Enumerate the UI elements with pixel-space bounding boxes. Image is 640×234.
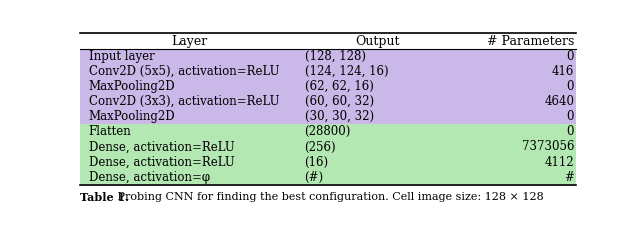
Text: Probing CNN for finding the best configuration. Cell image size: 128 × 128: Probing CNN for finding the best configu… xyxy=(114,192,543,202)
Text: Table 1.: Table 1. xyxy=(80,192,129,203)
